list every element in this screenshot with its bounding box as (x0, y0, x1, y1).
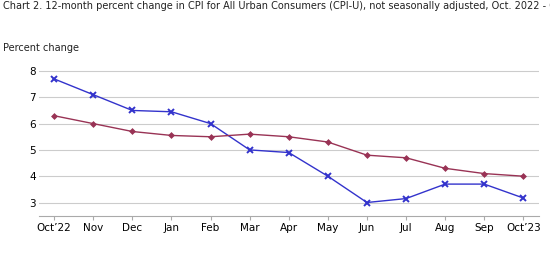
Text: Chart 2. 12-month percent change in CPI for All Urban Consumers (CPI-U), not sea: Chart 2. 12-month percent change in CPI … (3, 1, 550, 11)
Text: Percent change: Percent change (3, 43, 79, 53)
